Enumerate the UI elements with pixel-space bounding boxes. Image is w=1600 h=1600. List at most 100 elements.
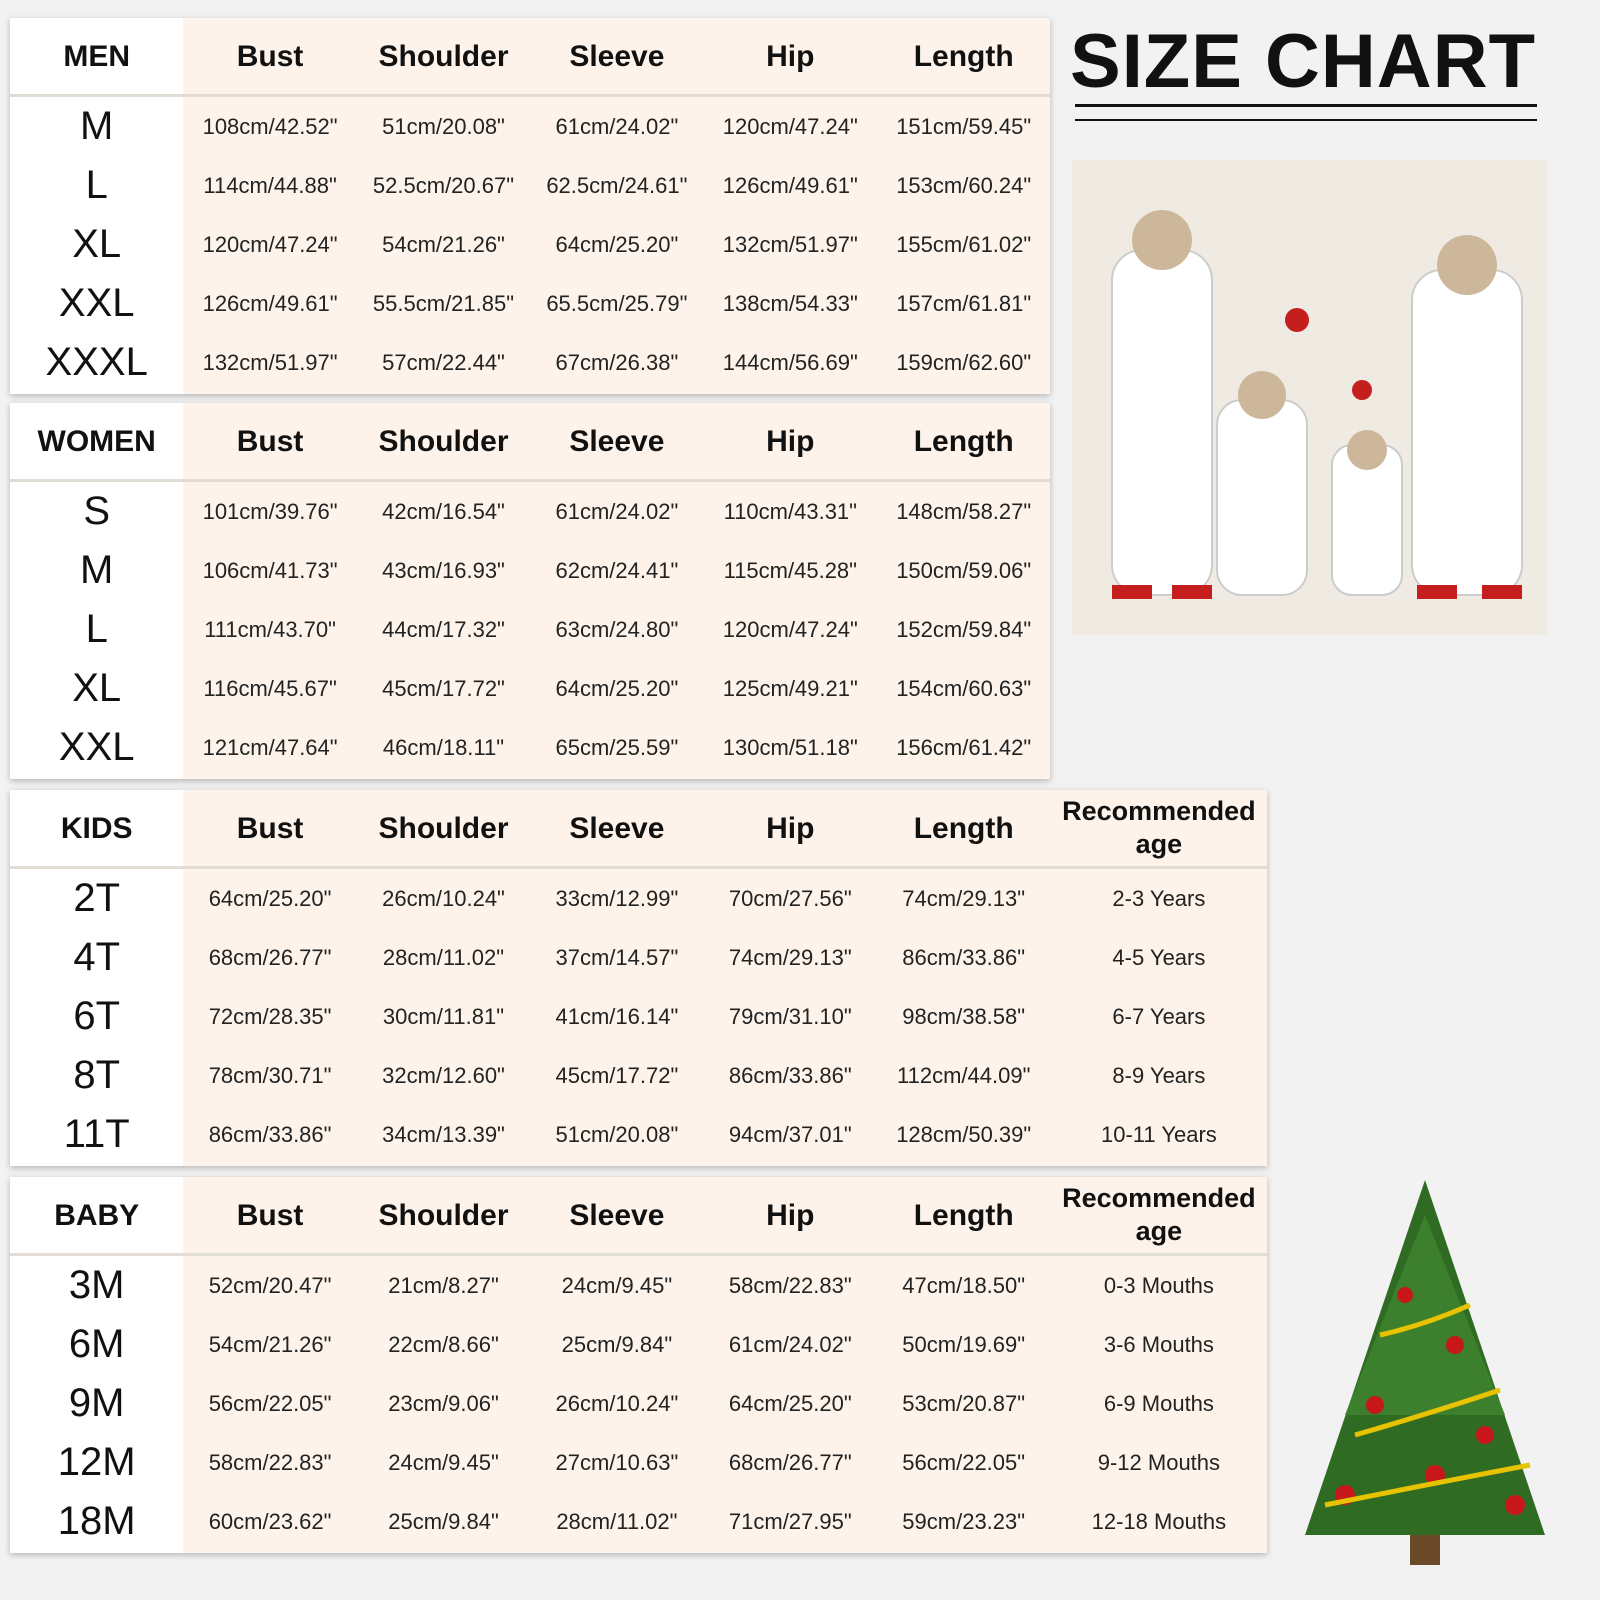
measurement: 64cm/25.20" (728, 1390, 852, 1416)
column-header: Length (913, 1198, 1014, 1232)
measurement: 125cm/49.21" (722, 675, 858, 701)
column-header: Shoulder (378, 811, 509, 845)
column-header: Shoulder (378, 424, 509, 458)
measurement: 114cm/44.88" (203, 172, 337, 198)
measurement: 148cm/58.27" (896, 498, 1032, 524)
measurement: 67cm/26.38" (555, 349, 679, 375)
measurement: 24cm/9.45" (388, 1449, 499, 1475)
column-header: Bust (236, 811, 304, 845)
measurement: 68cm/26.77" (208, 944, 332, 970)
measurement: 159cm/62.60" (896, 349, 1032, 375)
column-header: Shoulder (378, 1198, 509, 1232)
size-label: L (85, 607, 108, 651)
size-label: XL (72, 666, 122, 710)
size-label: 6M (68, 1322, 125, 1366)
size-label: XXL (58, 281, 135, 325)
measurement: 43cm/16.93" (382, 557, 505, 583)
measurement: 61cm/24.02" (555, 113, 679, 139)
measurement: 65cm/25.59" (555, 734, 679, 760)
measurement: 86cm/33.86" (728, 1062, 852, 1088)
measurement: 152cm/59.84" (896, 616, 1032, 642)
measurement: 54cm/21.26" (208, 1331, 332, 1357)
column-header: Bust (236, 1198, 304, 1232)
size-label: M (80, 104, 114, 148)
table-title: WOMEN (37, 424, 156, 458)
measurement: 132cm/51.97" (722, 231, 858, 257)
measurement: 52cm/20.47" (208, 1272, 332, 1298)
measurement: 132cm/51.97" (202, 349, 338, 375)
measurement: 71cm/27.95" (728, 1508, 852, 1534)
size-table: KIDS Bust Shoulder Sleeve Hip Length Recommend… (10, 790, 1268, 1166)
measurement: 126cm/49.61" (722, 172, 858, 198)
measurement: 3-6 Mouths (1103, 1331, 1214, 1357)
measurement: 72cm/28.35" (208, 1003, 332, 1029)
measurement: 34cm/13.39" (382, 1121, 505, 1147)
measurement: 8-9 Years (1112, 1062, 1206, 1088)
product-photo (1072, 160, 1547, 635)
size-label: XXL (58, 725, 135, 769)
measurement: 27cm/10.63" (555, 1449, 679, 1475)
measurement: 150cm/59.06" (896, 557, 1032, 583)
measurement: 41cm/16.14" (555, 1003, 679, 1029)
measurement: 62.5cm/24.61" (546, 172, 688, 198)
column-header: Bust (236, 39, 304, 73)
measurement: 64cm/25.20" (555, 675, 679, 701)
column-header: Length (913, 39, 1014, 73)
measurement: 56cm/22.05" (208, 1390, 332, 1416)
measurement: 156cm/61.42" (896, 734, 1032, 760)
title: SIZE CHART (1070, 19, 1536, 104)
measurement: 21cm/8.27" (388, 1272, 499, 1298)
column-header: Shoulder (378, 39, 509, 73)
column-header: Recommended age (1062, 1183, 1256, 1246)
measurement: 26cm/10.24" (382, 885, 505, 911)
table-title: BABY (54, 1198, 140, 1232)
measurement: 61cm/24.02" (555, 498, 679, 524)
measurement: 53cm/20.87" (902, 1390, 1026, 1416)
column-header: Sleeve (569, 424, 665, 458)
measurement: 58cm/22.83" (728, 1272, 852, 1298)
measurement: 86cm/33.86" (902, 944, 1026, 970)
size-column-bg (10, 1177, 183, 1553)
column-header: Sleeve (569, 811, 665, 845)
measurement: 61cm/24.02" (728, 1331, 852, 1357)
measurement: 32cm/12.60" (382, 1062, 505, 1088)
size-label: L (85, 163, 108, 207)
header-separator (10, 479, 1051, 482)
measurement: 2-3 Years (1112, 885, 1206, 911)
size-label: 6T (73, 994, 121, 1038)
size-table: WOMEN Bust Shoulder Sleeve Hip Length S 101cm/3… (10, 403, 1051, 779)
size-label: 4T (73, 935, 121, 979)
measurement: 12-18 Mouths (1091, 1508, 1227, 1534)
size-column-bg (10, 790, 183, 1166)
measurement: 45cm/17.72" (555, 1062, 679, 1088)
measurement: 58cm/22.83" (208, 1449, 332, 1475)
column-header: Hip (766, 811, 815, 845)
measurement: 23cm/9.06" (388, 1390, 499, 1416)
measurement: 6-7 Years (1112, 1003, 1206, 1029)
column-header: Hip (766, 1198, 815, 1232)
size-label: M (80, 548, 114, 592)
measurement: 110cm/43.31" (723, 498, 857, 524)
size-table: MEN Bust Shoulder Sleeve Hip Length M 108cm/42.… (10, 18, 1051, 394)
measurement: 54cm/21.26" (382, 231, 505, 257)
measurement: 144cm/56.69" (722, 349, 858, 375)
size-label: 3M (68, 1263, 125, 1307)
column-header: Bust (236, 424, 304, 458)
column-header: Sleeve (569, 39, 665, 73)
measurement: 108cm/42.52" (202, 113, 338, 139)
measurement: 62cm/24.41" (555, 557, 679, 583)
measurement: 153cm/60.24" (896, 172, 1032, 198)
title-rule (1075, 119, 1537, 121)
measurement: 98cm/38.58" (902, 1003, 1026, 1029)
measurement: 116cm/45.67" (203, 675, 337, 701)
size-column-bg (10, 403, 183, 779)
size-table: BABY Bust Shoulder Sleeve Hip Length Recommend… (10, 1177, 1268, 1553)
measurement: 45cm/17.72" (382, 675, 505, 701)
measurement: 120cm/47.24" (202, 231, 338, 257)
measurement: 51cm/20.08" (555, 1121, 679, 1147)
measurement: 28cm/11.02" (556, 1508, 678, 1534)
measurement: 94cm/37.01" (728, 1121, 852, 1147)
table-title: KIDS (60, 811, 133, 845)
size-label: XL (72, 222, 122, 266)
